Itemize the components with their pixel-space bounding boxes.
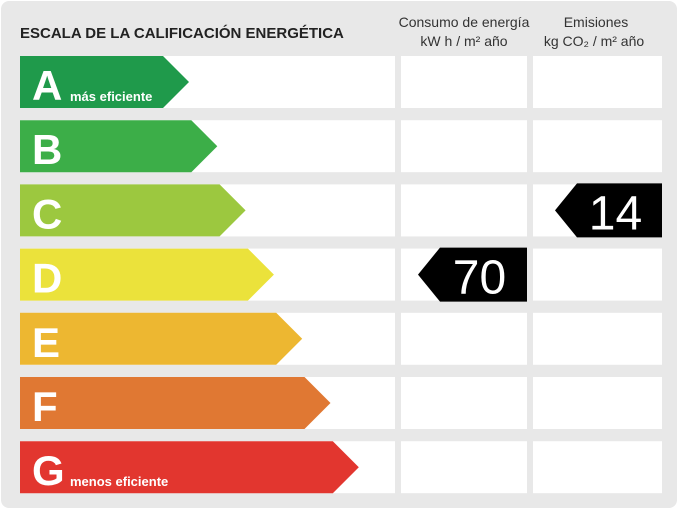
emisiones-cell	[533, 377, 662, 429]
rating-letter: C	[32, 190, 62, 237]
rating-letter: E	[32, 319, 60, 366]
consumo-cell	[401, 120, 527, 173]
rating-note: más eficiente	[70, 89, 152, 104]
rating-arrow	[20, 56, 189, 108]
rating-arrow	[20, 312, 303, 365]
emisiones-cell	[533, 441, 662, 494]
column-header: Emisiones	[564, 14, 629, 30]
column-header-unit: kg CO₂ / m² año	[544, 33, 645, 49]
emisiones-cell	[533, 120, 662, 173]
value-label: 70	[453, 252, 506, 305]
consumo-cell	[401, 377, 527, 429]
rating-arrow	[20, 441, 359, 494]
consumo-cell	[401, 184, 527, 237]
column-header-unit: kW h / m² año	[420, 33, 507, 49]
consumo-cell	[401, 441, 527, 494]
value-label: 14	[589, 187, 642, 240]
value-tag	[418, 247, 527, 302]
rating-arrow	[20, 248, 274, 301]
emisiones-cell	[533, 312, 662, 365]
rating-letter: B	[32, 126, 62, 173]
rating-note: menos eficiente	[70, 474, 168, 489]
consumo-cell	[401, 312, 527, 365]
rating-arrow	[20, 184, 246, 237]
title: ESCALA DE LA CALIFICACIÓN ENERGÉTICA	[20, 24, 344, 42]
rating-letter: D	[32, 255, 62, 302]
consumo-cell	[401, 56, 527, 108]
rating-arrow	[20, 120, 218, 173]
rating-letter: G	[32, 447, 65, 494]
rating-letter: F	[32, 383, 58, 430]
emisiones-cell	[533, 248, 662, 301]
value-tag	[555, 183, 662, 238]
column-header: Consumo de energía	[399, 14, 530, 30]
rating-letter: A	[32, 62, 62, 109]
emisiones-cell	[533, 56, 662, 108]
rating-arrow	[20, 377, 331, 429]
